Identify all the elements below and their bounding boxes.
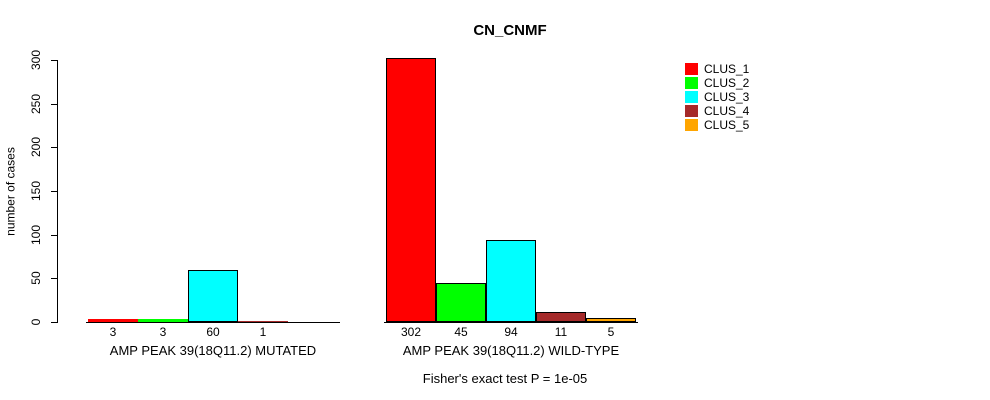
legend-label: CLUS_5 (704, 118, 750, 132)
x-axis-baseline (86, 322, 340, 323)
bar (88, 319, 138, 322)
bar (238, 321, 288, 322)
bar (586, 318, 636, 322)
y-tick-mark (51, 147, 57, 149)
y-tick-mark (51, 103, 57, 105)
bar-value-label: 302 (400, 325, 422, 339)
bar-value-label: 5 (607, 325, 615, 339)
legend: CLUS_1 CLUS_2 CLUS_3 CLUS_4 CLUS_5 (685, 62, 749, 132)
y-tick-mark (51, 191, 57, 192)
bar-value-label: 1 (259, 325, 267, 339)
y-tick-label: 50 (29, 271, 43, 286)
bar-value-label: 11 (554, 325, 568, 339)
bar (386, 58, 436, 322)
bar-value-label: 3 (109, 325, 117, 339)
y-tick-mark (51, 60, 57, 61)
legend-row: CLUS_5 (685, 118, 749, 132)
legend-row: CLUS_1 (685, 62, 749, 76)
chart-title: CN_CNMF (473, 22, 547, 39)
fisher-test-annotation: Fisher's exact test P = 1e-05 (422, 371, 588, 386)
y-tick-label: 100 (29, 224, 43, 245)
legend-swatch-icon (685, 105, 698, 117)
bar-value-label: 94 (504, 325, 518, 339)
y-tick-label: 0 (29, 318, 43, 326)
legend-swatch-icon (685, 63, 698, 75)
y-axis-title: number of cases (3, 147, 18, 236)
legend-label: CLUS_1 (704, 62, 750, 76)
bar-value-label: 60 (206, 325, 220, 339)
y-tick-mark (51, 234, 57, 236)
legend-row: CLUS_4 (685, 104, 749, 118)
y-tick-mark (51, 278, 57, 280)
bar-value-label: 3 (159, 325, 167, 339)
legend-swatch-icon (685, 77, 698, 89)
y-tick-mark (51, 322, 57, 323)
y-axis-line (57, 60, 58, 323)
legend-label: CLUS_4 (704, 104, 750, 118)
y-tick-label: 250 (29, 93, 43, 114)
x-axis-baseline (384, 322, 638, 323)
group-category-label: AMP PEAK 39(18Q11.2) WILD-TYPE (402, 343, 620, 358)
bar (436, 283, 486, 322)
bar (536, 312, 586, 322)
legend-swatch-icon (685, 119, 698, 131)
bar (138, 319, 188, 322)
bar (188, 270, 238, 322)
legend-row: CLUS_2 (685, 76, 749, 90)
legend-swatch-icon (685, 91, 698, 103)
legend-row: CLUS_3 (685, 90, 749, 104)
legend-label: CLUS_3 (704, 90, 750, 104)
bar (486, 240, 536, 322)
y-tick-label: 150 (29, 180, 43, 202)
y-tick-label: 300 (29, 49, 43, 71)
y-tick-label: 200 (29, 137, 43, 158)
group-category-label: AMP PEAK 39(18Q11.2) MUTATED (109, 343, 317, 358)
legend-label: CLUS_2 (704, 76, 750, 90)
bar-value-label: 45 (454, 325, 468, 339)
